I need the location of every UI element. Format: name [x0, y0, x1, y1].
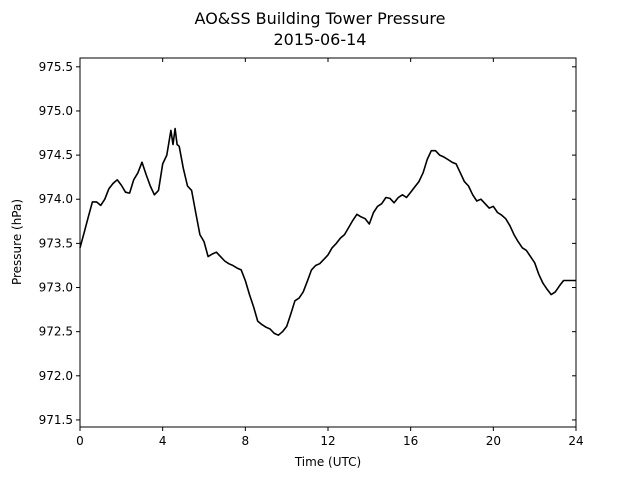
y-tick-label: 972.5: [39, 325, 73, 339]
y-tick-label: 973.0: [39, 281, 73, 295]
y-axis-label: Pressure (hPa): [10, 199, 24, 285]
y-tick-label: 975.0: [39, 104, 73, 118]
pressure-series-line: [79, 127, 576, 336]
y-tick-label: 973.5: [39, 236, 73, 250]
y-tick-label: 974.0: [39, 192, 73, 206]
x-axis-label: Time (UTC): [294, 455, 361, 469]
axis-ticks: 0 4 8 12 16 20 24 971.5 972.0 972.5 973.0 973.5 974.…: [39, 58, 584, 448]
x-tick-label: 24: [568, 434, 583, 448]
x-tick-label: 20: [486, 434, 501, 448]
y-tick-label: 971.5: [39, 413, 73, 427]
y-tick-label: 972.0: [39, 369, 73, 383]
y-tick-label: 975.5: [39, 60, 73, 74]
x-tick-label: 0: [76, 434, 84, 448]
plot-area-frame: [79, 57, 577, 428]
x-tick-label: 16: [403, 434, 418, 448]
x-tick-label: 8: [242, 434, 250, 448]
x-tick-label: 12: [320, 434, 335, 448]
chart-title: AO&SS Building Tower Pressure: [195, 9, 446, 28]
y-tick-label: 974.5: [39, 148, 73, 162]
chart-subtitle: 2015-06-14: [274, 30, 367, 49]
x-tick-label: 4: [159, 434, 167, 448]
